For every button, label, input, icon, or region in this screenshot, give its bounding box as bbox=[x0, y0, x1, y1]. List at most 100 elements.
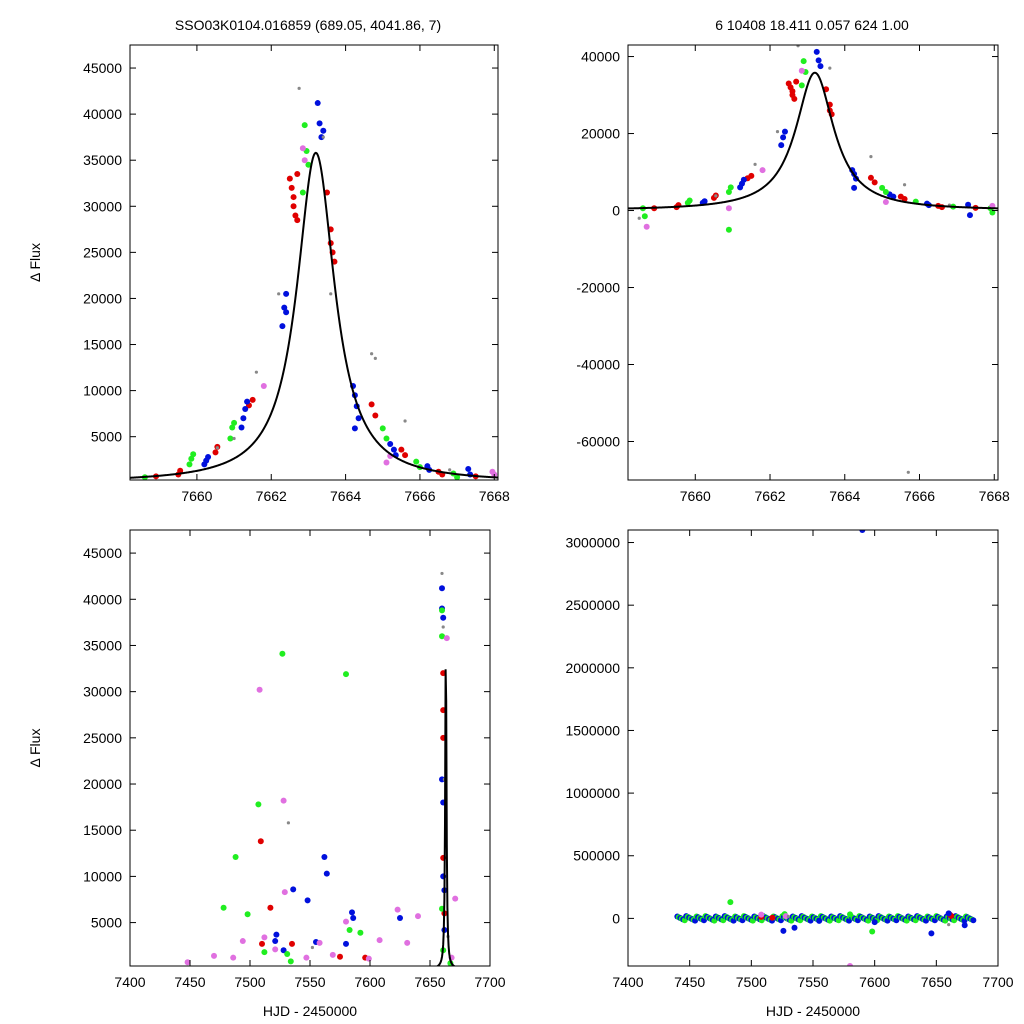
point-green bbox=[439, 607, 445, 614]
point-blue bbox=[966, 212, 973, 219]
point-magenta bbox=[261, 934, 268, 941]
y-tick-label: 20000 bbox=[581, 126, 620, 142]
point-blue bbox=[283, 309, 290, 316]
point-green bbox=[882, 189, 889, 196]
y-tick-label: -60000 bbox=[576, 434, 620, 450]
point-blue bbox=[390, 446, 397, 453]
x-tick-label: 7400 bbox=[114, 974, 145, 990]
point-green bbox=[244, 911, 251, 918]
x-tick-label: 7550 bbox=[294, 974, 325, 990]
point-gray bbox=[232, 436, 236, 441]
x-tick-label: 7500 bbox=[736, 974, 767, 990]
point-green bbox=[413, 458, 420, 465]
point-magenta bbox=[256, 686, 263, 693]
point-blue bbox=[290, 886, 297, 893]
point-blue bbox=[740, 176, 747, 183]
point-blue bbox=[279, 323, 286, 330]
x-tick-label: 7650 bbox=[921, 974, 952, 990]
point-magenta bbox=[643, 223, 650, 230]
x-axis-label: HJD - 2450000 bbox=[766, 1003, 860, 1019]
y-tick-label: 0 bbox=[612, 910, 620, 926]
point-gray bbox=[902, 183, 907, 187]
y-axis-label: Δ Flux bbox=[27, 729, 43, 768]
point-green bbox=[641, 213, 648, 220]
x-tick-label: 7668 bbox=[979, 488, 1010, 504]
y-tick-label: 15000 bbox=[83, 337, 122, 353]
y-tick-label: 40000 bbox=[83, 591, 122, 607]
header-left: SSO03K0104.016859 (689.05, 4041.86, 7) bbox=[175, 17, 441, 33]
point-blue bbox=[439, 776, 445, 783]
point-magenta bbox=[281, 889, 288, 896]
point-red bbox=[267, 904, 274, 911]
point-gray bbox=[310, 945, 314, 950]
point-green bbox=[343, 671, 349, 678]
point-magenta bbox=[211, 952, 217, 959]
point-blue bbox=[304, 897, 311, 904]
point-blue bbox=[320, 127, 327, 134]
point-red bbox=[289, 940, 295, 947]
point-green bbox=[727, 184, 734, 191]
point-green bbox=[686, 197, 693, 204]
point-blue bbox=[349, 909, 355, 916]
plot-frame bbox=[627, 44, 999, 481]
point-blue bbox=[387, 441, 394, 448]
point-band bbox=[970, 917, 977, 924]
point-green bbox=[299, 189, 306, 196]
y-tick-label: 30000 bbox=[83, 684, 122, 700]
panel-bottom-left: 7400 7450 7500 7550 7600 7650 7700 5000 10000 150… bbox=[27, 529, 506, 1019]
point-blue bbox=[280, 947, 287, 954]
panel-top-left: 7660 7662 7664 7666 7668 5000 10000 15000 20000 2… bbox=[27, 44, 510, 504]
point-magenta bbox=[443, 635, 450, 642]
y-tick-label: -20000 bbox=[576, 280, 620, 296]
point-magenta bbox=[759, 167, 766, 174]
point-green bbox=[261, 949, 268, 956]
x-tick-label: 7660 bbox=[680, 488, 711, 504]
model-curve bbox=[435, 669, 457, 966]
point-blue bbox=[273, 931, 280, 938]
x-tick-label: 7666 bbox=[404, 488, 435, 504]
model-curve bbox=[130, 151, 498, 479]
x-tick-label: 7600 bbox=[859, 974, 890, 990]
x-tick-label: 7500 bbox=[234, 974, 265, 990]
point-red bbox=[791, 95, 798, 102]
point-blue bbox=[242, 406, 249, 413]
y-tick-label: 20000 bbox=[83, 290, 122, 306]
point-magenta bbox=[329, 951, 336, 958]
point-green bbox=[232, 854, 239, 860]
y-tick-label: 2500000 bbox=[565, 597, 620, 613]
point-blue bbox=[813, 48, 820, 55]
x-tick-label: 7700 bbox=[982, 974, 1013, 990]
x-axis-label: HJD - 2450000 bbox=[263, 1003, 357, 1019]
point-blue bbox=[397, 914, 403, 921]
point-green bbox=[227, 435, 234, 442]
point-gray bbox=[448, 468, 452, 472]
point-red bbox=[177, 467, 184, 474]
point-magenta bbox=[798, 67, 805, 74]
point-gray bbox=[297, 86, 301, 90]
point-magenta bbox=[725, 205, 732, 212]
x-tick-label: 7662 bbox=[256, 488, 287, 504]
y-tick-label: -40000 bbox=[576, 357, 620, 373]
y-tick-label: 25000 bbox=[83, 244, 122, 260]
point-blue bbox=[244, 398, 251, 405]
y-axis-label: Δ Flux bbox=[27, 243, 43, 282]
point-green bbox=[800, 58, 807, 65]
x-tick-label: 7664 bbox=[829, 488, 860, 504]
point-blue bbox=[781, 128, 788, 135]
point-green bbox=[869, 928, 876, 935]
point-blue bbox=[780, 134, 787, 141]
point-red bbox=[901, 195, 908, 202]
point-blue bbox=[351, 425, 358, 432]
plot-area bbox=[628, 45, 998, 474]
point-blue bbox=[701, 198, 708, 205]
point-gray bbox=[215, 446, 219, 450]
x-tick-label: 7664 bbox=[330, 488, 361, 504]
panels: 7660 7662 7664 7666 7668 5000 10000 15000 20000 2… bbox=[27, 44, 1014, 1019]
point-blue bbox=[871, 919, 878, 926]
point-green bbox=[847, 911, 853, 918]
point-blue bbox=[859, 530, 866, 533]
y-tick-label: 15000 bbox=[83, 822, 122, 838]
point-magenta bbox=[394, 906, 401, 913]
point-magenta bbox=[847, 963, 853, 966]
point-red bbox=[212, 449, 219, 456]
